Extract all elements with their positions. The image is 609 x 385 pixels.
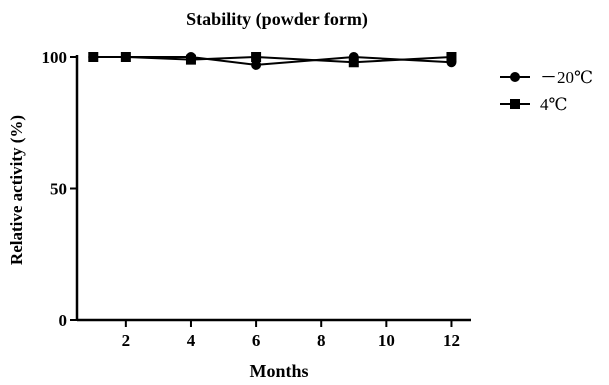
data-point xyxy=(446,52,457,62)
data-point xyxy=(348,57,359,68)
data-point xyxy=(251,52,262,62)
chart-title: Stability (powder form) xyxy=(186,9,368,30)
axes xyxy=(75,55,471,322)
x-tick-label: 2 xyxy=(122,331,131,350)
x-axis-label: Months xyxy=(249,361,308,381)
y-tick-label: 50 xyxy=(50,180,67,199)
x-tick-label: 10 xyxy=(378,331,395,350)
x-tick-label: 6 xyxy=(252,331,261,350)
data-point xyxy=(185,54,196,65)
y-tick-label: 0 xyxy=(59,311,68,330)
series-line xyxy=(93,55,452,64)
x-tick-label: 4 xyxy=(187,331,196,350)
x-ticks: 2 4 6 8 10 12 xyxy=(122,320,460,350)
data-point xyxy=(88,52,99,62)
legend-label: 4℃ xyxy=(540,95,568,114)
series-layer xyxy=(88,52,457,70)
legend: －20℃ 4℃ xyxy=(500,68,593,114)
y-tick-label: 100 xyxy=(42,48,68,67)
data-point xyxy=(120,52,131,62)
y-ticks: 0 50 100 xyxy=(42,48,77,330)
legend-marker xyxy=(510,72,520,82)
legend-item-1: －20℃ xyxy=(500,68,593,87)
legend-marker xyxy=(510,99,520,109)
series-1 xyxy=(88,52,457,70)
legend-label: －20℃ xyxy=(540,68,593,87)
x-tick-label: 12 xyxy=(443,331,460,350)
data-point xyxy=(251,59,262,70)
y-axis-label: Relative activity (%) xyxy=(7,115,26,265)
series-2 xyxy=(88,52,457,68)
legend-item-2: 4℃ xyxy=(500,95,568,114)
x-tick-label: 8 xyxy=(317,331,326,350)
